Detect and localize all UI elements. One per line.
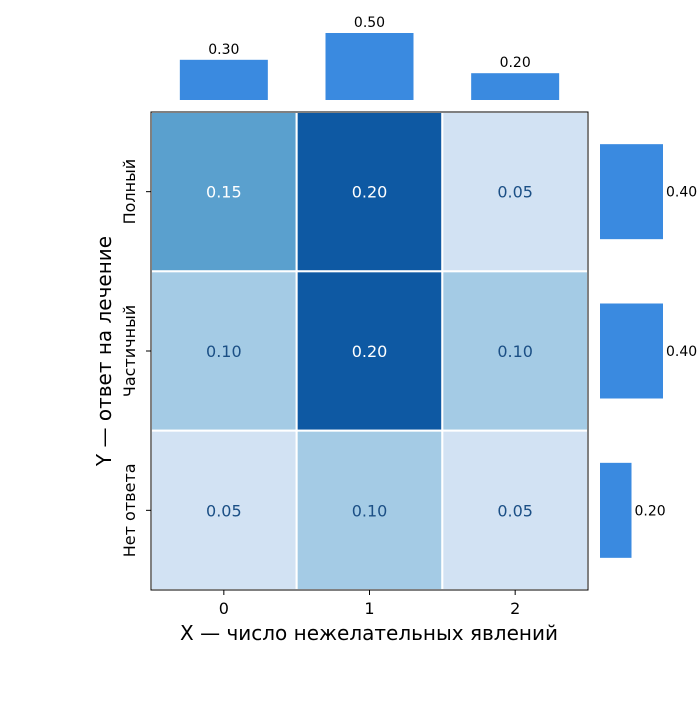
- axes: 0 1 2 Полный Частичный Нет ответа: [120, 111, 589, 618]
- cell-value-label: 0.10: [206, 342, 242, 361]
- y-axis-label: Y — ответ на лечение: [92, 236, 116, 467]
- heatmap: 0.15 0.20 0.05 0.10 0.20 0.10 0.05 0.10 0.05: [150, 111, 590, 591]
- heatmap-cell: [150, 111, 298, 273]
- right-marginal-bar: [600, 144, 663, 240]
- right-marginal-bar: [600, 303, 663, 399]
- right-marginal-label: 0.40: [666, 185, 697, 201]
- cell-value-label: 0.10: [352, 501, 388, 520]
- x-tick-label: 2: [510, 599, 520, 618]
- y-tick-label: Полный: [120, 159, 139, 225]
- right-marginal-label: 0.40: [666, 344, 697, 360]
- heatmap-cell: [441, 270, 590, 432]
- x-axis-label: X — число нежелательных явлений: [180, 621, 558, 645]
- heatmap-cell: [295, 111, 444, 273]
- top-marginal-label: 0.50: [354, 15, 385, 31]
- cell-value-label: 0.20: [352, 183, 388, 202]
- heatmap-cell: [295, 270, 444, 432]
- right-marginal-bars: 0.40 0.40 0.20: [600, 144, 697, 558]
- x-tick-label: 1: [364, 599, 374, 618]
- y-tick-label: Нет ответа: [120, 463, 139, 557]
- right-marginal-bar: [600, 462, 632, 558]
- top-marginal-bar: [179, 59, 268, 100]
- top-marginal-bars: 0.30 0.50 0.20: [179, 15, 560, 100]
- top-marginal-bar: [325, 33, 414, 100]
- heatmap-cell: [150, 270, 298, 432]
- right-marginal-label: 0.20: [635, 503, 666, 519]
- top-marginal-label: 0.30: [208, 42, 239, 58]
- cell-value-label: 0.20: [352, 342, 388, 361]
- heatmap-cell: [295, 429, 444, 591]
- y-tick-label: Частичный: [120, 305, 139, 397]
- cell-value-label: 0.05: [497, 501, 533, 520]
- x-tick-label: 0: [219, 599, 229, 618]
- cell-value-label: 0.05: [206, 501, 242, 520]
- top-marginal-bar: [471, 73, 560, 100]
- cell-value-label: 0.15: [206, 183, 242, 202]
- cell-value-label: 0.10: [497, 342, 533, 361]
- top-marginal-label: 0.20: [500, 55, 531, 71]
- cell-value-label: 0.05: [497, 183, 533, 202]
